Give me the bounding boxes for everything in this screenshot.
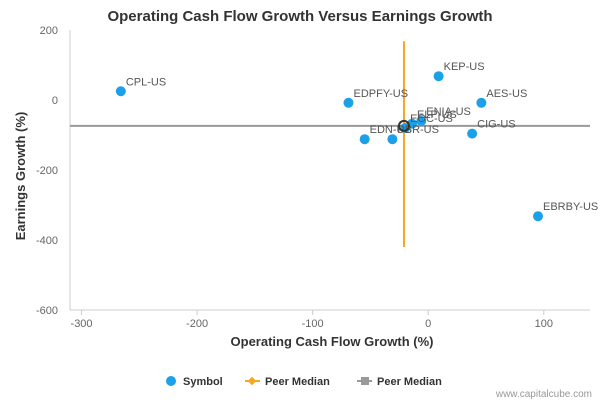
data-point[interactable] [416,116,427,126]
data-point[interactable] [343,97,354,108]
chart-title: Operating Cash Flow Growth Versus Earnin… [107,8,492,25]
data-point[interactable] [115,86,126,97]
legend-label-peer-median-orange: Peer Median [265,376,330,388]
x-axis-title: Operating Cash Flow Growth (%) [231,334,434,349]
legend-label-peer-median-gray: Peer Median [377,376,442,388]
peer-median-intersection-marker [397,119,410,132]
data-point-label: EDPFY-US [353,88,408,100]
data-point[interactable] [359,134,370,145]
data-point-label: KEP-US [444,61,485,73]
y-tick-label: -200 [36,165,58,177]
legend-peer-median-gray-marker [361,377,369,385]
y-tick-label: 200 [40,25,58,37]
y-axis-title: Earnings Growth (%) [13,112,28,241]
data-point[interactable] [467,128,478,139]
data-point-label: CIG-US [477,119,515,131]
x-tick-label: -200 [186,318,208,330]
x-tick-label: 100 [535,318,553,330]
data-point-label: PBR-US [397,124,439,136]
legend: Symbol Peer Median Peer Median [166,376,442,388]
data-point-label: AES-US [486,88,527,100]
legend-item-peer-median-horizontal[interactable]: Peer Median [357,376,442,388]
x-tick-label: -300 [71,318,93,330]
legend-label-symbol: Symbol [183,376,223,388]
plot-area: -300 -200 -100 0 100 -600 -400 -200 0 200 CPL-US ED… [36,25,598,330]
legend-item-peer-median-vertical[interactable]: Peer Median [245,376,330,388]
data-point-label: CPL-US [126,76,166,88]
legend-peer-median-orange-marker [247,376,257,386]
x-tick-label: -100 [302,318,324,330]
data-point[interactable] [476,97,487,108]
legend-item-symbol[interactable]: Symbol [166,376,223,388]
y-tick-label: -400 [36,235,58,247]
legend-symbol-marker [166,376,176,386]
x-tick-label: 0 [425,318,431,330]
data-point-label: EOC-US [410,113,453,125]
y-tick-label: -600 [36,305,58,317]
data-point-label: ENIA-US [426,106,471,118]
data-point[interactable] [433,71,444,82]
y-tick-label: 0 [52,95,58,107]
data-point[interactable] [533,211,543,222]
data-point-label: EBRBY-US [543,201,598,213]
data-point[interactable] [387,134,398,145]
credit-text: www.capitalcube.com [495,389,592,400]
data-point-label: EDN-US [370,124,412,136]
data-point-label: ELP-US [417,109,457,121]
